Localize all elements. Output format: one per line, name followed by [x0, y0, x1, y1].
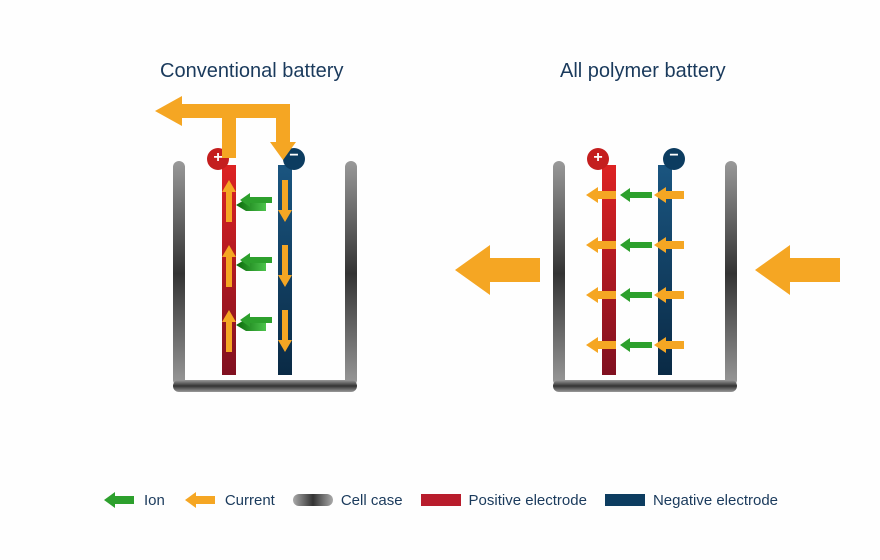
positive-swatch	[421, 494, 461, 506]
legend-negative-label: Negative electrode	[653, 492, 778, 509]
ion-arrow-icon	[102, 490, 136, 510]
legend-current: Current	[183, 490, 275, 510]
legend: Ion Current Cell case Positive electrode…	[0, 490, 880, 510]
legend-ion-label: Ion	[144, 492, 165, 509]
legend-cellcase: Cell case	[293, 492, 403, 509]
legend-ion: Ion	[102, 490, 165, 510]
legend-current-label: Current	[225, 492, 275, 509]
right-arrows	[0, 0, 880, 560]
legend-positive: Positive electrode	[421, 492, 587, 509]
legend-positive-label: Positive electrode	[469, 492, 587, 509]
legend-cellcase-label: Cell case	[341, 492, 403, 509]
cellcase-icon	[293, 494, 333, 506]
legend-negative: Negative electrode	[605, 492, 778, 509]
current-arrow-icon	[183, 490, 217, 510]
negative-swatch	[605, 494, 645, 506]
